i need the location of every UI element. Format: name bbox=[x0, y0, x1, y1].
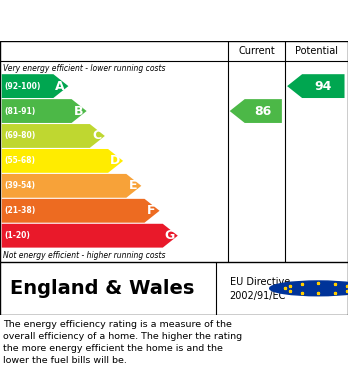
Text: 2002/91/EC: 2002/91/EC bbox=[230, 291, 286, 301]
Polygon shape bbox=[287, 74, 345, 98]
Text: 86: 86 bbox=[255, 104, 272, 118]
Text: Current: Current bbox=[238, 46, 275, 56]
Text: The energy efficiency rating is a measure of the
overall efficiency of a home. T: The energy efficiency rating is a measur… bbox=[3, 321, 243, 365]
Text: (92-100): (92-100) bbox=[4, 82, 41, 91]
Polygon shape bbox=[2, 199, 159, 223]
Polygon shape bbox=[230, 99, 282, 123]
Text: D: D bbox=[110, 154, 120, 167]
Polygon shape bbox=[2, 124, 105, 148]
Polygon shape bbox=[2, 149, 123, 173]
Text: (69-80): (69-80) bbox=[4, 131, 35, 140]
Text: B: B bbox=[74, 104, 83, 118]
Text: (81-91): (81-91) bbox=[4, 106, 35, 115]
Polygon shape bbox=[2, 224, 178, 248]
Text: (1-20): (1-20) bbox=[4, 231, 30, 240]
Text: 94: 94 bbox=[315, 80, 332, 93]
Circle shape bbox=[270, 281, 348, 296]
Text: C: C bbox=[92, 129, 101, 142]
Text: England & Wales: England & Wales bbox=[10, 279, 195, 298]
Polygon shape bbox=[2, 174, 141, 198]
Text: Not energy efficient - higher running costs: Not energy efficient - higher running co… bbox=[3, 251, 166, 260]
Text: G: G bbox=[164, 229, 175, 242]
Text: A: A bbox=[55, 80, 65, 93]
Text: (39-54): (39-54) bbox=[4, 181, 35, 190]
Polygon shape bbox=[2, 74, 68, 98]
Text: EU Directive: EU Directive bbox=[230, 277, 290, 287]
Polygon shape bbox=[2, 99, 87, 123]
Text: Energy Efficiency Rating: Energy Efficiency Rating bbox=[10, 11, 258, 30]
Text: F: F bbox=[147, 204, 156, 217]
Text: Very energy efficient - lower running costs: Very energy efficient - lower running co… bbox=[3, 64, 166, 73]
Text: (21-38): (21-38) bbox=[4, 206, 35, 215]
Text: (55-68): (55-68) bbox=[4, 156, 35, 165]
Text: E: E bbox=[129, 179, 137, 192]
Text: Potential: Potential bbox=[295, 46, 338, 56]
